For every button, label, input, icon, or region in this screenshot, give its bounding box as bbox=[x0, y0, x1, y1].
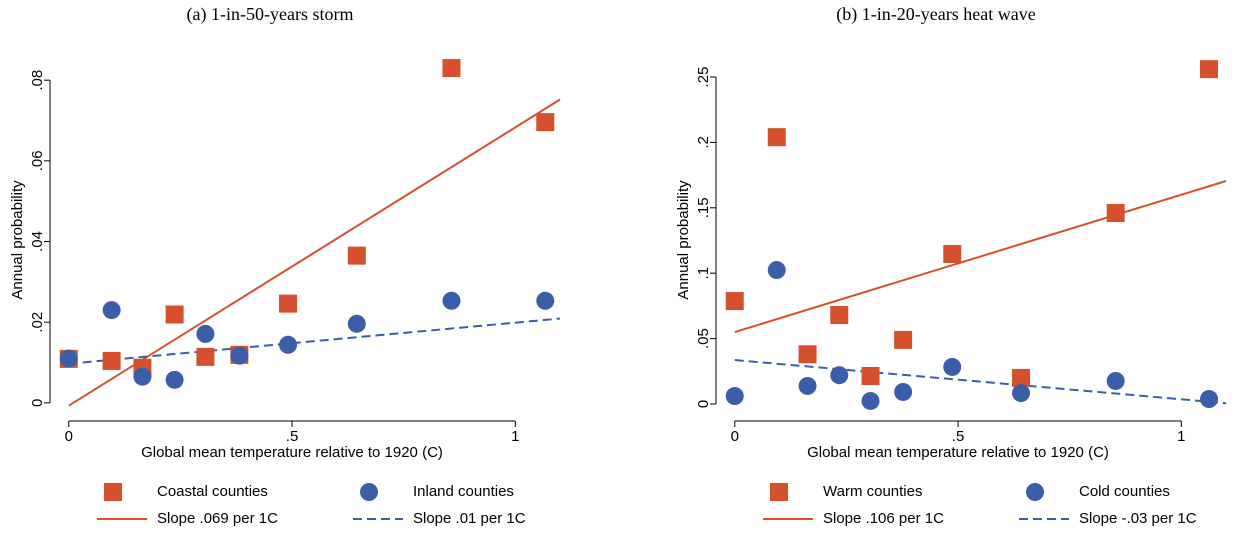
y-axis-label: Annual probability bbox=[675, 180, 692, 300]
y-tick-label: 0 bbox=[29, 399, 46, 407]
y-tick-label: .25 bbox=[695, 67, 712, 88]
square-marker bbox=[442, 59, 461, 78]
circle-marker bbox=[347, 314, 366, 333]
circle-marker bbox=[1012, 384, 1031, 403]
square-marker bbox=[798, 345, 817, 364]
square-marker bbox=[767, 128, 786, 147]
y-axis-label: Annual probability bbox=[9, 180, 26, 300]
y-tick-label: .02 bbox=[29, 312, 46, 333]
circle-marker bbox=[230, 346, 249, 365]
x-tick-label: 0 bbox=[731, 428, 739, 445]
circle-marker bbox=[442, 291, 461, 310]
legend-label: Slope -.03 per 1C bbox=[1079, 510, 1197, 527]
x-tick-label: 0 bbox=[65, 428, 73, 445]
y-tick-label: .08 bbox=[29, 70, 46, 91]
chart-title: (a) 1-in-50-years storm bbox=[187, 4, 354, 25]
fit-line bbox=[68, 317, 561, 365]
square-marker bbox=[196, 347, 215, 366]
legend-label: Inland counties bbox=[413, 483, 514, 500]
circle-marker bbox=[861, 391, 880, 410]
y-tick-label: .15 bbox=[695, 197, 712, 218]
legend-label: Slope .106 per 1C bbox=[823, 510, 944, 527]
circle-marker bbox=[943, 357, 962, 376]
y-tick-label: .1 bbox=[695, 267, 712, 280]
y-tick-label: .06 bbox=[29, 150, 46, 171]
circle-marker bbox=[196, 324, 215, 343]
legend-label: Coastal counties bbox=[157, 483, 268, 500]
circle-marker bbox=[133, 367, 152, 386]
square-marker bbox=[725, 292, 744, 311]
fit-line bbox=[68, 98, 561, 407]
legend-label: Cold counties bbox=[1079, 483, 1170, 500]
x-axis-label: Global mean temperature relative to 1920… bbox=[141, 444, 443, 461]
square-marker bbox=[347, 246, 366, 265]
circle-marker bbox=[59, 349, 78, 368]
legend-label: Warm counties bbox=[823, 483, 922, 500]
square-marker bbox=[1012, 368, 1031, 387]
legend-label: Slope .069 per 1C bbox=[157, 510, 278, 527]
x-tick-label: 1 bbox=[1177, 428, 1185, 445]
circle-marker bbox=[830, 366, 849, 385]
fit-line bbox=[734, 359, 1227, 405]
x-tick-label: .5 bbox=[286, 428, 299, 445]
legend-square bbox=[104, 483, 122, 501]
circle-marker bbox=[536, 291, 555, 310]
legend-circle bbox=[360, 483, 378, 501]
y-tick-label: .04 bbox=[29, 231, 46, 252]
legend-square bbox=[770, 483, 788, 501]
circle-marker bbox=[102, 301, 121, 320]
x-tick-label: .5 bbox=[952, 428, 965, 445]
x-axis-label: Global mean temperature relative to 1920… bbox=[807, 444, 1109, 461]
y-tick-label: .2 bbox=[695, 136, 712, 149]
legend-circle bbox=[1026, 483, 1044, 501]
circle-marker bbox=[767, 261, 786, 280]
square-marker bbox=[279, 294, 298, 313]
square-marker bbox=[861, 367, 880, 386]
square-marker bbox=[943, 244, 962, 263]
square-marker bbox=[1106, 204, 1125, 223]
square-marker bbox=[102, 351, 121, 370]
y-tick-label: 0 bbox=[695, 400, 712, 408]
circle-marker bbox=[725, 387, 744, 406]
square-marker bbox=[894, 330, 913, 349]
square-marker bbox=[1200, 60, 1219, 79]
square-marker bbox=[165, 305, 184, 324]
x-tick-label: 1 bbox=[511, 428, 519, 445]
circle-marker bbox=[1106, 371, 1125, 390]
circle-marker bbox=[1200, 390, 1219, 409]
circle-marker bbox=[279, 335, 298, 354]
circle-marker bbox=[798, 376, 817, 395]
square-marker bbox=[830, 306, 849, 325]
fit-line bbox=[734, 180, 1227, 334]
chart-title: (b) 1-in-20-years heat wave bbox=[836, 4, 1035, 25]
legend-label: Slope .01 per 1C bbox=[413, 510, 526, 527]
circle-marker bbox=[894, 382, 913, 401]
square-marker bbox=[536, 113, 555, 132]
y-tick-label: .05 bbox=[695, 328, 712, 349]
circle-marker bbox=[165, 370, 184, 389]
